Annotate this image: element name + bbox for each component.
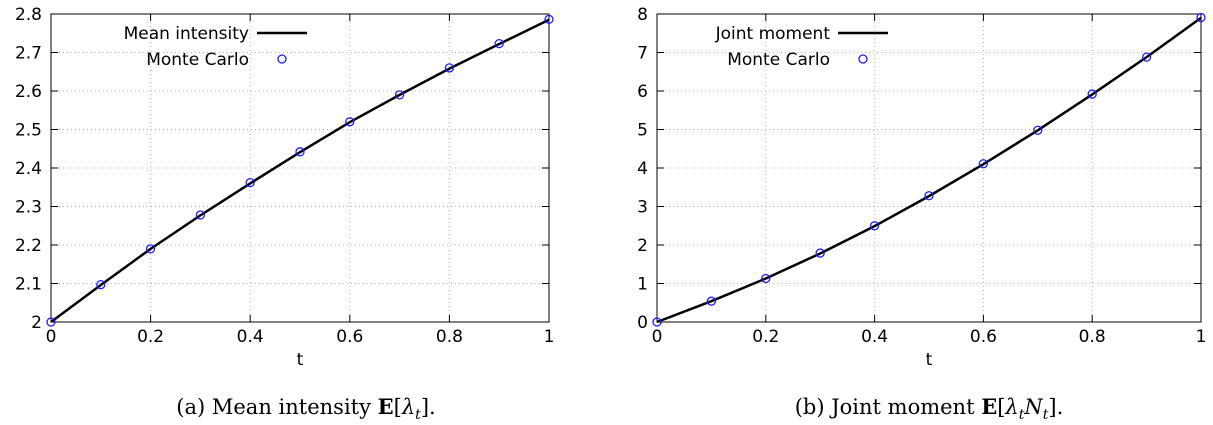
data-point [869,221,880,231]
grid [657,14,1201,322]
y-tick-label: 7 [637,44,648,64]
y-tick-label: 2.6 [15,82,42,102]
y-tick-label: 2 [31,313,42,333]
data-point [295,147,305,157]
data-point [46,317,56,327]
data-point [345,117,355,127]
x-tick-label: 0.6 [336,327,363,347]
data-point [978,159,989,169]
x-tick-label: 0 [46,327,57,347]
x-tick-label: 0.4 [237,327,264,347]
data-point [1033,125,1043,135]
legend-label-0: Joint moment [715,24,831,44]
x-tick-label: 0.6 [970,327,997,347]
y-tick-label: 8 [637,5,648,25]
y-tick-label: 2.2 [15,236,42,256]
legend: Joint moment Monte Carlo [715,24,888,70]
legend-point-sample [277,54,287,64]
data-point [245,177,255,188]
series-points-1 [652,12,1206,327]
y-tick-label: 5 [637,121,648,141]
x-tick-label: 1 [544,327,555,347]
x-tick-label: 0.2 [752,327,779,347]
data-point [652,317,662,327]
y-tick-label: 2 [637,236,648,256]
data-point [924,191,934,201]
y-tick-label: 1 [637,275,648,295]
data-point [195,210,206,220]
data-point [706,296,717,306]
y-tick-label: 2.7 [15,44,42,64]
data-point [544,14,554,25]
ticks: 0 0.2 0.4 0.6 0.8 1 0 1 2 3 4 5 6 7 8 [637,5,1206,347]
legend-point-sample [858,54,868,64]
x-axis-label: t [297,350,304,370]
x-tick-label: 0.4 [861,327,888,347]
y-tick-label: 2.8 [15,5,42,25]
data-point [1087,89,1097,99]
x-tick-label: 0 [652,327,663,347]
data-point [1141,52,1152,62]
legend-label-1: Monte Carlo [727,50,830,70]
series-line-0 [656,16,1202,324]
data-point [145,244,156,254]
figure-caption: (a) Mean intensity E[λt]. [176,394,435,423]
y-tick-label: 2.1 [15,275,42,295]
data-point [761,273,771,284]
y-tick-label: 3 [637,198,648,218]
y-tick-label: 0 [637,313,648,333]
data-point [815,248,825,258]
data-point [394,90,405,100]
x-tick-label: 0.8 [436,327,463,347]
ticks: 0 0.2 0.4 0.6 0.8 1 2 2.1 2.2 2.3 2.4 2.5 2.6 2.7 2.8 [15,5,554,347]
y-tick-label: 2.3 [15,198,42,218]
legend-label-1: Monte Carlo [146,50,249,70]
series-points-1 [46,14,554,327]
y-tick-label: 2.5 [15,121,42,141]
series-line-0 [50,18,550,324]
y-tick-label: 6 [637,82,648,102]
y-tick-label: 2.4 [15,159,42,179]
data-point [494,38,504,49]
legend-label-0: Mean intensity [124,24,249,44]
figure-caption: (b) Joint moment E[λtNt]. [795,394,1064,423]
x-tick-label: 0.2 [137,327,164,347]
data-point [1196,12,1206,23]
data-point [96,280,106,290]
x-tick-label: 1 [1196,327,1207,347]
chart-panel-a: 0 0.2 0.4 0.6 0.8 1 2 2.1 2.2 2.3 2.4 2.5 2.6 2.7 2.8 t… [15,5,554,423]
data-point [444,63,455,73]
x-axis-label: t [926,350,933,370]
grid [51,14,549,322]
legend: Mean intensity Monte Carlo [124,24,307,70]
y-tick-label: 4 [637,159,648,179]
x-tick-label: 0.8 [1079,327,1106,347]
chart-panel-b: 0 0.2 0.4 0.6 0.8 1 0 1 2 3 4 5 6 7 8 t Joint moment Mont… [637,5,1206,423]
